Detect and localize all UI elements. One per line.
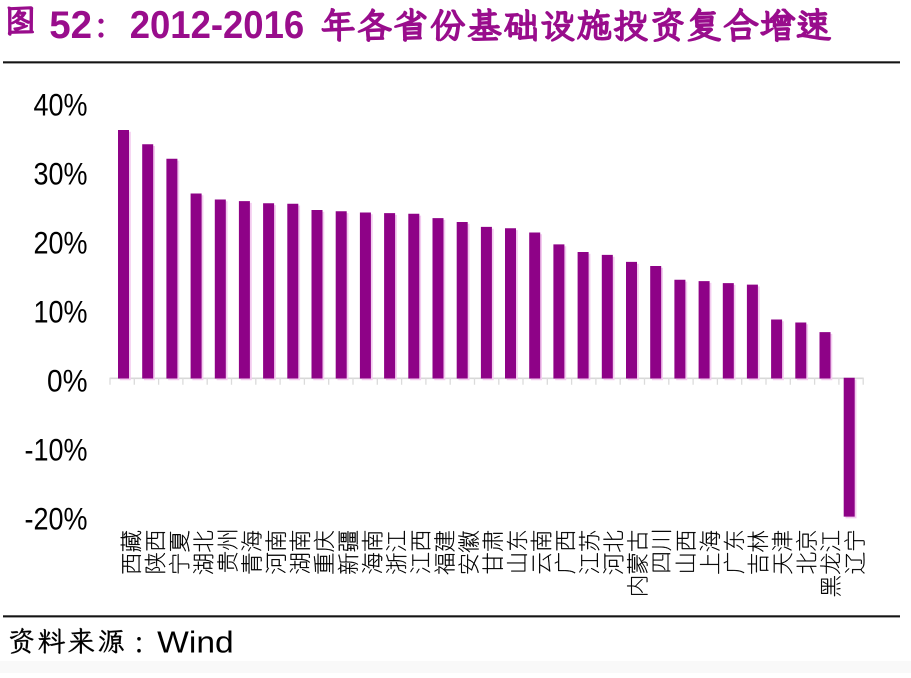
svg-text:0%: 0% (47, 362, 88, 398)
svg-text:10%: 10% (34, 293, 88, 329)
svg-text:-10%: -10% (25, 431, 88, 467)
svg-text:-20%: -20% (25, 500, 88, 536)
svg-text:2012-2016: 2012-2016 (130, 4, 305, 47)
svg-text:52: 52 (49, 4, 92, 47)
svg-text:40%: 40% (34, 86, 88, 122)
svg-text:Wind: Wind (157, 626, 234, 660)
svg-text:20%: 20% (34, 224, 88, 260)
svg-text:30%: 30% (34, 155, 88, 191)
